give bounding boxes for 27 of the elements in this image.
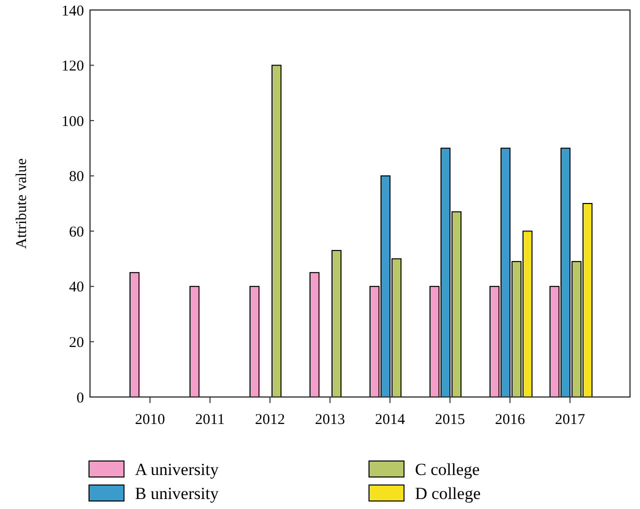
y-tick-label: 40 (69, 280, 84, 296)
legend-label: B university (135, 484, 220, 503)
x-tick-label: 2012 (255, 412, 285, 428)
y-tick-label: 0 (76, 390, 84, 406)
y-tick-label: 20 (69, 334, 84, 351)
legend-label: A university (135, 460, 220, 479)
legend-label: C college (415, 460, 480, 479)
bar (272, 64, 282, 398)
legend-label: D college (415, 484, 481, 503)
x-tick-label: 2017 (555, 412, 586, 428)
bar (250, 286, 260, 398)
x-tick-label: 2015 (435, 412, 465, 428)
x-tick-label: 2010 (135, 412, 165, 428)
bar (190, 286, 200, 398)
y-tick-label: 100 (62, 114, 84, 130)
x-tick-label: 2011 (195, 412, 225, 428)
bar (332, 250, 342, 398)
x-tick-label: 2016 (495, 412, 526, 428)
y-tick-label: 120 (62, 58, 84, 75)
x-tick-label: 2014 (375, 412, 406, 428)
bar (130, 272, 140, 398)
y-tick-label: 60 (69, 224, 84, 240)
x-tick-label: 2013 (315, 412, 345, 428)
y-axis-title: Attribute value (14, 158, 30, 249)
bar (310, 272, 320, 398)
y-tick-label: 80 (69, 169, 84, 186)
y-tick-label: 140 (62, 3, 84, 20)
